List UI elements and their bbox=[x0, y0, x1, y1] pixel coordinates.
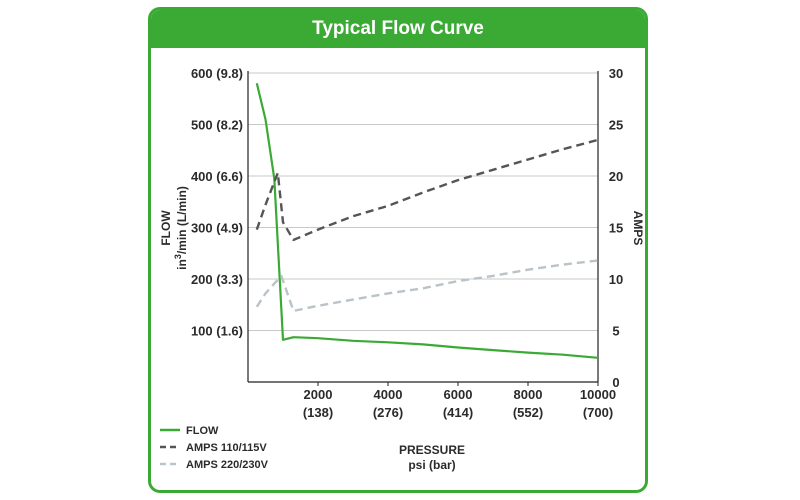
y-tick-label: 400 (6.6) bbox=[191, 169, 243, 184]
y-tick-label: 500 (8.2) bbox=[191, 118, 243, 133]
legend-label: AMPS 110/115V bbox=[186, 442, 267, 454]
x-tick-sublabel: (138) bbox=[303, 405, 333, 420]
y2-tick-label: 30 bbox=[609, 66, 623, 81]
x-tick-label: 8000 bbox=[514, 387, 543, 402]
y2-axis-title: AMPS bbox=[631, 211, 645, 246]
y2-tick-label: 0 bbox=[612, 375, 619, 390]
y-axis-title: FLOW bbox=[159, 210, 173, 246]
x-tick-sublabel: (552) bbox=[513, 405, 543, 420]
x-tick-label: 2000 bbox=[304, 387, 333, 402]
y-tick-label: 300 (4.9) bbox=[191, 221, 243, 236]
series-line-2 bbox=[255, 259, 599, 313]
series-lines bbox=[255, 83, 599, 359]
y-tick-label: 200 (3.3) bbox=[191, 272, 243, 287]
x-tick-sublabel: (276) bbox=[373, 405, 403, 420]
legend-label: AMPS 220/230V bbox=[186, 459, 269, 471]
grid-lines bbox=[248, 72, 598, 331]
y2-tick-label: 15 bbox=[609, 221, 623, 236]
legend: FLOW AMPS 110/115V AMPS 220/230V bbox=[160, 425, 269, 471]
x-tick-label: 6000 bbox=[444, 387, 473, 402]
legend-label: FLOW bbox=[186, 425, 219, 437]
series-line-0 bbox=[255, 83, 599, 359]
y-axis-units: in3/min (L/min) bbox=[173, 186, 189, 270]
tick-labels: 100 (1.6) 200 (3.3) 300 (4.9) 400 (6.6) 500 … bbox=[159, 66, 645, 472]
x-axis-units: psi (bar) bbox=[408, 458, 455, 472]
x-tick-label: 4000 bbox=[374, 387, 403, 402]
y-units-pre: in bbox=[175, 259, 189, 270]
y-tick-label: 600 (9.8) bbox=[191, 66, 243, 81]
y2-tick-label: 10 bbox=[609, 272, 623, 287]
y2-tick-label: 5 bbox=[612, 324, 619, 339]
y-units-post: /min (L/min) bbox=[175, 186, 189, 254]
chart-title: Typical Flow Curve bbox=[151, 10, 645, 48]
chart-card: Typical Flow Curve bbox=[148, 7, 648, 493]
x-tick-sublabel: (414) bbox=[443, 405, 473, 420]
axes bbox=[247, 71, 599, 386]
y2-tick-label: 25 bbox=[609, 118, 623, 133]
y-tick-label: 100 (1.6) bbox=[191, 324, 243, 339]
x-tick-label: 10000 bbox=[580, 387, 616, 402]
x-axis-title: PRESSURE bbox=[399, 443, 465, 457]
x-tick-sublabel: (700) bbox=[583, 405, 613, 420]
y2-tick-label: 20 bbox=[609, 169, 623, 184]
series-line-1 bbox=[255, 138, 599, 242]
y-units-sup: 3 bbox=[173, 254, 183, 259]
